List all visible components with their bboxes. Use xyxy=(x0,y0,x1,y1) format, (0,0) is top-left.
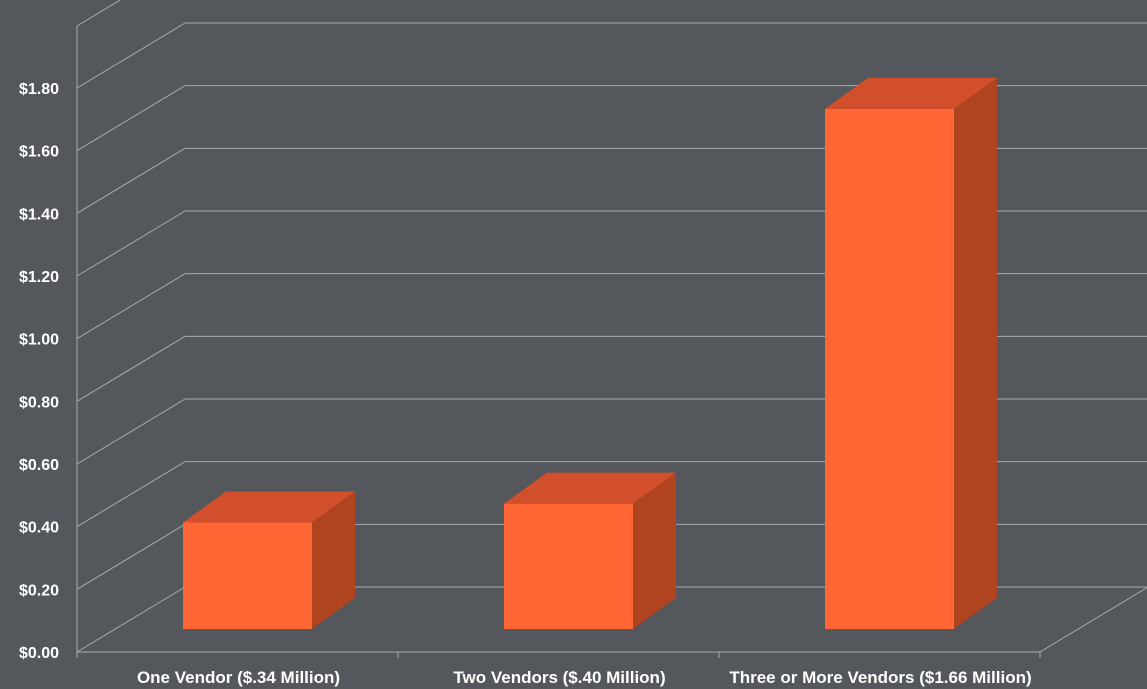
y-tick-label: $1.60 xyxy=(19,144,59,161)
y-axis-ticks: $0.00 $0.20 $0.40 $0.60 $0.80 $1.00 $1.20 $1.40… xyxy=(19,81,59,662)
gridline-diagonal xyxy=(76,586,186,653)
gridline-diagonal xyxy=(76,210,186,277)
gridline-diagonal xyxy=(76,398,186,465)
x-axis-ticks: One Vendor ($.34 Million) Two Vendors ($.… xyxy=(137,668,1032,687)
gridline-diagonal xyxy=(76,0,122,27)
y-tick-label: $1.00 xyxy=(19,332,59,349)
gridline-diagonal xyxy=(76,273,186,340)
gridline-diagonal xyxy=(76,85,186,152)
x-tick-label: Two Vendors ($.40 Million) xyxy=(453,668,665,687)
y-tick-label: $0.60 xyxy=(19,457,59,474)
gridline-diagonal xyxy=(76,523,186,590)
y-tick-label: $0.80 xyxy=(19,394,59,411)
y-tick-label: $0.20 xyxy=(19,582,59,599)
bar-front xyxy=(504,503,633,629)
floor-edge xyxy=(1039,587,1147,653)
gridline-diagonal xyxy=(76,461,186,528)
bar-side xyxy=(633,472,676,629)
gridline-diagonal xyxy=(76,22,186,89)
gridline-diagonal xyxy=(76,335,186,402)
x-tick-label: Three or More Vendors ($1.66 Million) xyxy=(729,668,1031,687)
bar-top xyxy=(825,77,997,109)
bar-top xyxy=(504,472,676,504)
bar-top xyxy=(183,491,355,523)
bar-front xyxy=(183,522,312,629)
bar-front xyxy=(825,108,954,629)
y-tick-label: $0.00 xyxy=(19,645,59,662)
bar-side xyxy=(954,77,997,629)
x-tick-label: One Vendor ($.34 Million) xyxy=(137,668,340,687)
bar-side xyxy=(312,491,355,629)
y-tick-label: $0.40 xyxy=(19,520,59,537)
y-tick-label: $1.20 xyxy=(19,269,59,286)
y-tick-label: $1.40 xyxy=(19,206,59,223)
y-tick-label: $1.80 xyxy=(19,81,59,98)
bar-series xyxy=(183,77,997,629)
gridline-diagonal xyxy=(76,147,186,214)
